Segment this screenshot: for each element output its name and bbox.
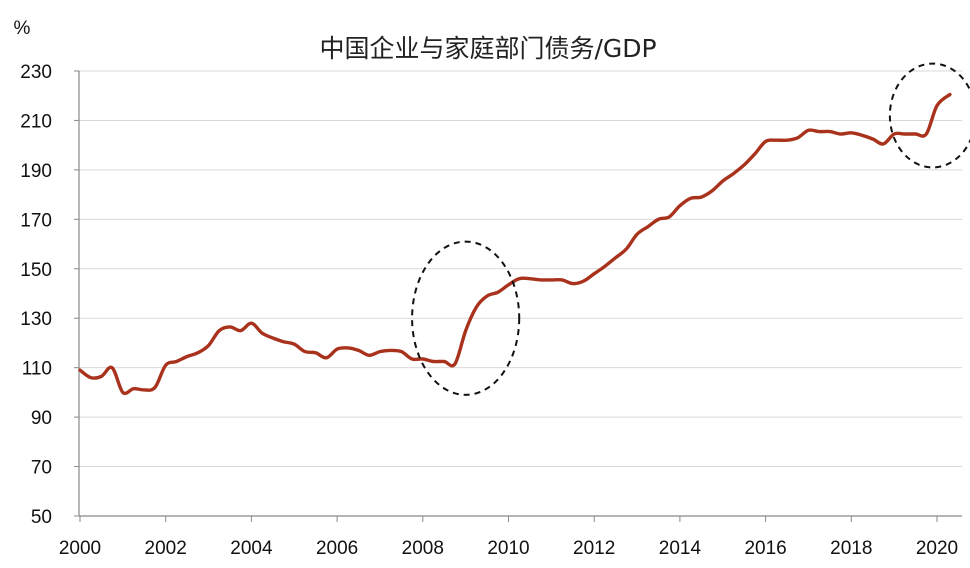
series-layer <box>78 92 952 396</box>
highlight-ellipse-1 <box>888 62 970 169</box>
x-tick-label-2016: 2016 <box>744 538 786 559</box>
x-tick-label-2000: 2000 <box>59 538 101 559</box>
y-tick-label-190: 190 <box>20 161 52 182</box>
x-tick-label-2020: 2020 <box>916 538 958 559</box>
y-tick-label-70: 70 <box>31 458 52 479</box>
y-tick-label-230: 230 <box>20 62 52 83</box>
y-tick-label-210: 210 <box>20 111 52 132</box>
x-tick-label-2014: 2014 <box>659 538 702 559</box>
y-tick-label-50: 50 <box>31 507 52 528</box>
grid-lines <box>79 70 962 468</box>
x-tick-label-2018: 2018 <box>830 538 872 559</box>
y-tick-label-90: 90 <box>31 408 52 429</box>
y-tick-labels: 50 70 90 110 130 150 170 190 210 230 <box>20 62 52 528</box>
x-tick-label-2006: 2006 <box>316 538 358 559</box>
annotation-layer <box>411 62 970 396</box>
axes <box>74 70 962 522</box>
highlight-ellipse-0 <box>411 240 521 396</box>
series-line-0 <box>78 92 952 396</box>
x-tick-labels: 2000 2002 2004 2006 2008 2010 2012 2014 2016 2018… <box>59 538 958 559</box>
x-tick-label-2002: 2002 <box>145 538 187 559</box>
x-tick-label-2012: 2012 <box>573 538 615 559</box>
y-tick-label-130: 130 <box>20 309 52 330</box>
x-tick-label-2004: 2004 <box>230 538 273 559</box>
y-tick-label-110: 110 <box>22 359 52 380</box>
x-tick-label-2010: 2010 <box>487 538 529 559</box>
chart-title: 中国企业与家庭部门债务/GDP <box>319 34 656 63</box>
y-tick-label-150: 150 <box>20 260 52 281</box>
y-tick-label-170: 170 <box>20 210 52 231</box>
x-tick-label-2008: 2008 <box>402 538 444 559</box>
y-unit-label: % <box>14 18 31 39</box>
